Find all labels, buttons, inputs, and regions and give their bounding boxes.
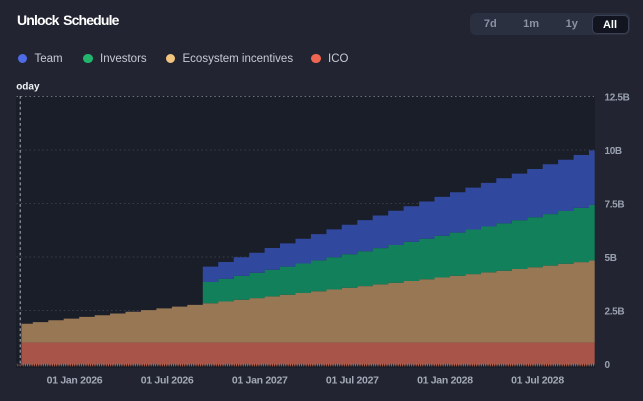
svg-text:01 Jul 2027: 01 Jul 2027 — [326, 375, 379, 387]
svg-text:0: 0 — [605, 360, 611, 371]
svg-text:10B: 10B — [605, 146, 622, 157]
svg-text:01 Jul 2026: 01 Jul 2026 — [141, 375, 194, 387]
svg-text:01 Jan 2028: 01 Jan 2028 — [417, 375, 473, 387]
svg-text:01 Jul 2028: 01 Jul 2028 — [511, 375, 564, 387]
svg-text:5B: 5B — [605, 253, 617, 264]
svg-text:2.5B: 2.5B — [605, 307, 625, 318]
svg-text:12.5B: 12.5B — [605, 93, 630, 104]
svg-text:7.5B: 7.5B — [605, 200, 625, 211]
svg-text:01 Jan 2027: 01 Jan 2027 — [232, 375, 288, 387]
svg-text:oday: oday — [16, 82, 40, 93]
svg-text:01 Jan 2026: 01 Jan 2026 — [47, 375, 103, 387]
